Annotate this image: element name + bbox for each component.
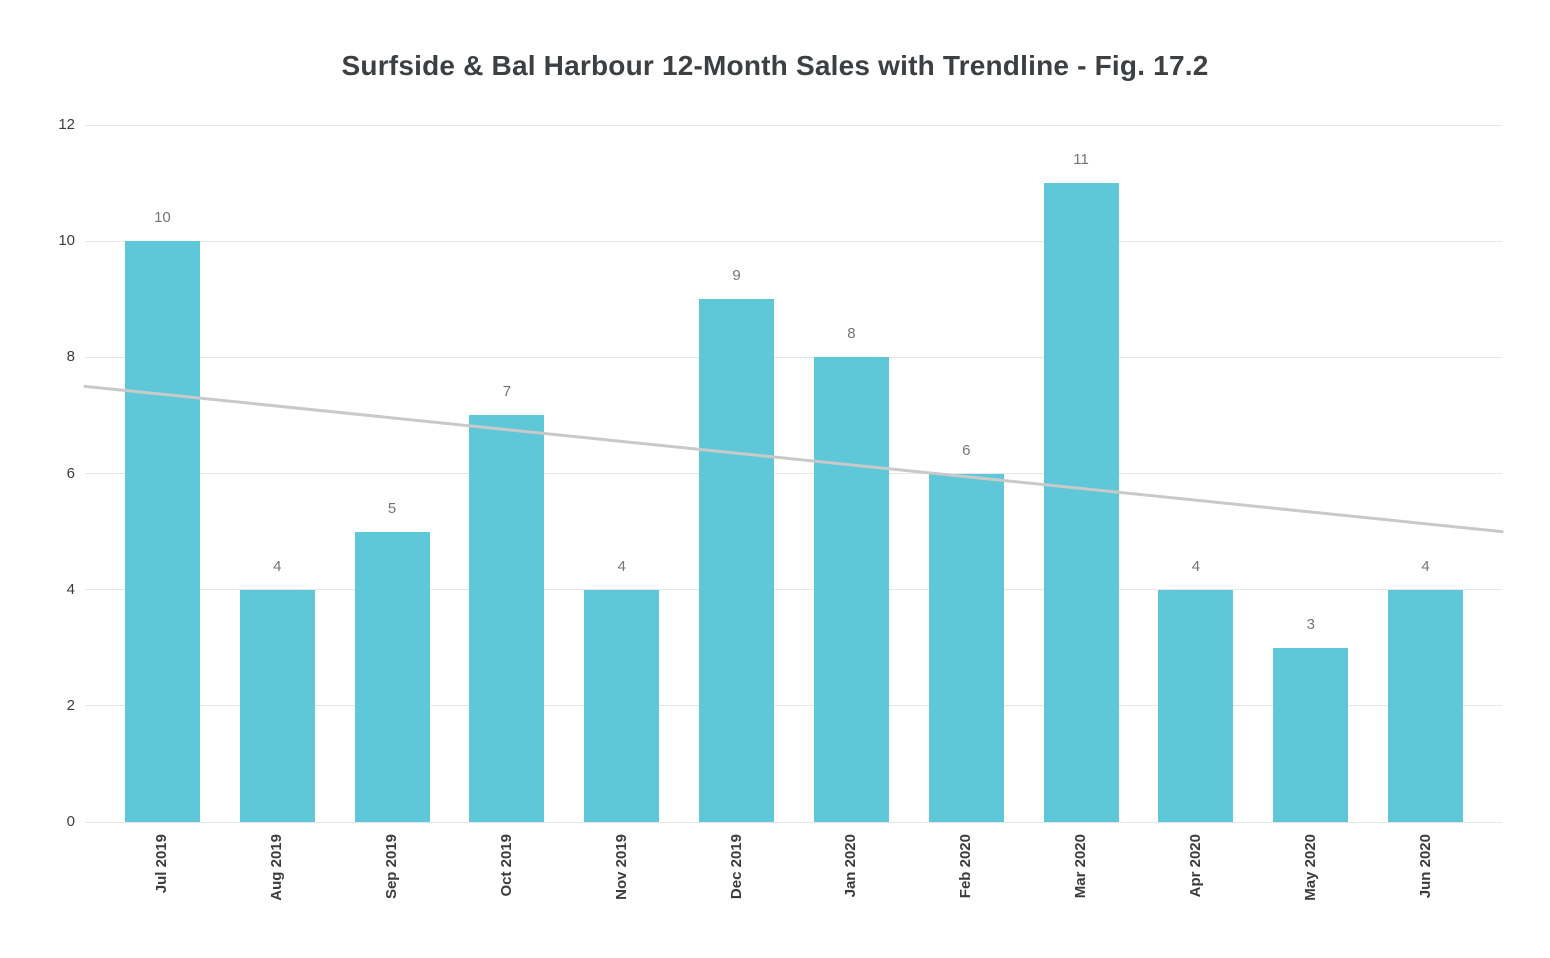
y-axis-tick-label: 12 xyxy=(58,116,75,133)
bar-value-label: 4 xyxy=(1421,557,1430,575)
x-axis-label: Feb 2020 xyxy=(957,834,975,899)
y-axis-tick-label: 0 xyxy=(66,813,75,830)
x-axis-label: Jan 2020 xyxy=(842,834,860,898)
bar-value-label: 5 xyxy=(387,499,397,517)
x-axis-label: Aug 2019 xyxy=(268,834,286,901)
bar-value-label: 11 xyxy=(1073,151,1089,169)
y-axis-tick-label: 10 xyxy=(58,232,75,250)
bar[interactable] xyxy=(699,299,775,822)
bar-value-label: 4 xyxy=(273,557,282,575)
y-axis-tick-label: 6 xyxy=(66,464,75,482)
bar[interactable] xyxy=(1043,183,1119,822)
gridline xyxy=(85,356,1502,358)
chart-title: Surfside & Bal Harbour 12-Month Sales wi… xyxy=(341,50,1209,81)
y-axis-tick-label: 4 xyxy=(66,580,75,598)
bar[interactable] xyxy=(928,473,1004,822)
gridline xyxy=(85,705,1502,707)
x-axis-label: Nov 2019 xyxy=(612,834,630,900)
x-axis-label: Dec 2019 xyxy=(727,834,745,900)
x-axis-label: Jun 2020 xyxy=(1416,834,1434,899)
gridline xyxy=(85,473,1502,474)
bar[interactable] xyxy=(813,357,889,822)
bar-value-label: 4 xyxy=(1191,557,1201,575)
bar[interactable] xyxy=(584,589,660,822)
bar[interactable] xyxy=(1388,589,1464,822)
x-axis-label: Sep 2019 xyxy=(383,834,401,900)
bar[interactable] xyxy=(239,589,315,822)
y-axis-tick-label: 8 xyxy=(66,348,75,366)
gridline xyxy=(85,821,1502,823)
x-axis-label: Apr 2020 xyxy=(1186,834,1204,898)
bar-value-label: 6 xyxy=(962,441,971,459)
bar-value-label: 4 xyxy=(617,557,626,575)
x-axis-label: Jul 2019 xyxy=(153,834,171,894)
x-axis-label: May 2020 xyxy=(1301,834,1319,901)
bar[interactable] xyxy=(354,531,430,822)
bar[interactable] xyxy=(1273,647,1349,822)
gridline xyxy=(85,124,1502,126)
y-axis-tick-label: 2 xyxy=(66,696,75,714)
gridline xyxy=(85,589,1502,591)
bar[interactable] xyxy=(1158,589,1234,822)
trendline xyxy=(83,384,1504,534)
gridline xyxy=(85,240,1502,242)
bar-value-label: 9 xyxy=(732,267,741,285)
bar-value-label: 8 xyxy=(847,325,856,343)
bar[interactable] xyxy=(469,415,545,822)
bar-value-label: 3 xyxy=(1306,615,1315,633)
x-axis-label: Oct 2019 xyxy=(497,834,515,897)
bar-value-label: 7 xyxy=(502,383,512,401)
bar-value-label: 10 xyxy=(154,209,171,227)
bar[interactable] xyxy=(124,241,200,822)
x-axis-label: Mar 2020 xyxy=(1072,834,1090,899)
